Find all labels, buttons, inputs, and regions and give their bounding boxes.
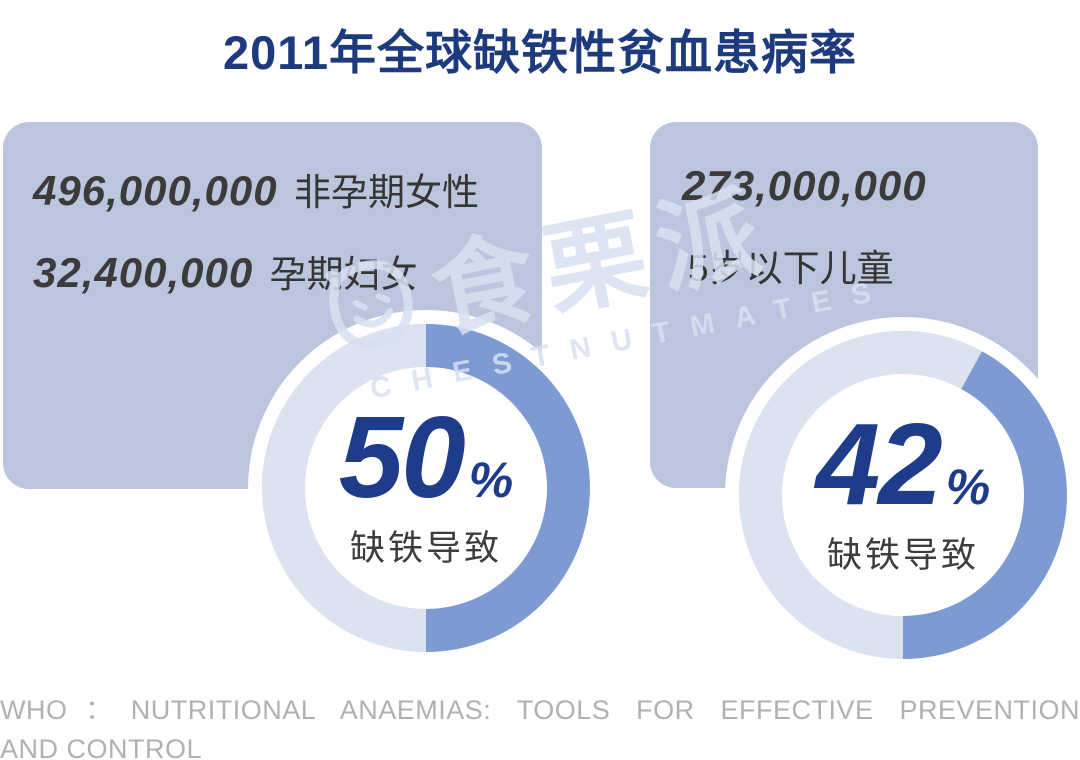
source-citation: WHO：NUTRITIONAL ANAEMIAS: TOOLS FOR EFFE…	[0, 688, 1080, 760]
stat-line-children: 273,000,000	[682, 162, 1038, 210]
percent-sign-children: %	[945, 459, 991, 516]
percent-label-children: 缺铁导致	[826, 535, 979, 575]
donut-hole-children: 42% 缺铁导致	[782, 374, 1024, 616]
percent-label-women: 缺铁导致	[349, 528, 502, 568]
percent-row-women: 50%	[339, 399, 514, 515]
donut-hole-women: 50% 缺铁导致	[305, 367, 547, 609]
stat-value-pregnant: 32,400,000	[33, 249, 254, 296]
stat-line-pregnant: 32,400,000 孕期妇女	[33, 244, 542, 298]
donut-chart-children: 42% 缺铁导致	[725, 317, 1080, 673]
stat-label-nonpregnant: 非孕期女性	[294, 172, 480, 213]
stat-label-pregnant: 孕期妇女	[269, 254, 418, 295]
stat-value-nonpregnant: 496,000,000	[33, 167, 278, 214]
percent-sign-women: %	[468, 452, 514, 509]
percent-row-children: 42%	[816, 406, 991, 522]
percent-value-women: 50	[338, 392, 466, 523]
donut-chart-women: 50% 缺铁导致	[248, 310, 604, 666]
stat-line-nonpregnant: 496,000,000 非孕期女性	[33, 162, 542, 216]
source-line-1: WHO：NUTRITIONAL ANAEMIAS: TOOLS FOR EFFE…	[0, 695, 1080, 725]
stat-label-children: 5岁以下儿童	[688, 248, 894, 289]
source-line-2: AND CONTROL	[0, 734, 203, 760]
stat-value-children: 273,000,000	[682, 162, 927, 209]
page-title: 2011年全球缺铁性贫血患病率	[223, 26, 857, 79]
percent-value-children: 42	[815, 399, 943, 530]
